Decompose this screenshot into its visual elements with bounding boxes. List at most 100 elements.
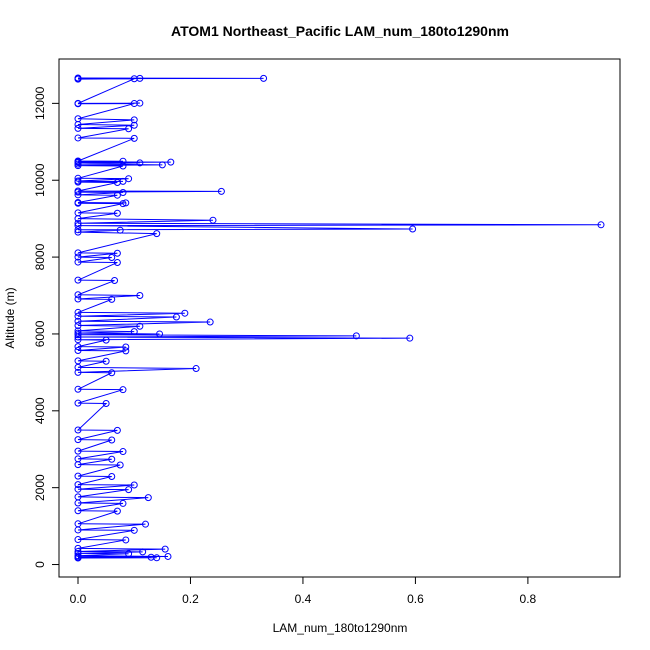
data-point	[130, 121, 138, 129]
data-point	[74, 124, 82, 132]
data-point	[130, 100, 138, 108]
data-point	[406, 334, 414, 342]
chart-title: ATOM1 Northeast_Pacific LAM_num_180to129…	[171, 23, 509, 39]
data-point	[113, 179, 121, 187]
data-point	[161, 545, 169, 553]
x-tick-label: 0.2	[182, 592, 199, 606]
data-point	[74, 357, 82, 365]
data-point	[153, 230, 161, 238]
data-point	[116, 461, 124, 469]
data-point	[130, 75, 138, 83]
data-point	[122, 199, 130, 207]
data-point	[74, 336, 82, 344]
data-series	[74, 74, 605, 562]
data-point	[352, 332, 360, 340]
data-point	[122, 347, 130, 355]
data-point	[172, 313, 180, 321]
x-tick-label: 0.8	[520, 592, 537, 606]
data-point	[192, 365, 200, 373]
data-point	[108, 436, 116, 444]
x-tick-label: 0.6	[407, 592, 424, 606]
data-point	[130, 481, 138, 489]
data-point	[125, 175, 133, 183]
data-point	[74, 162, 82, 170]
data-point	[74, 436, 82, 444]
data-point	[74, 554, 82, 562]
data-point	[74, 363, 82, 371]
data-point	[141, 520, 149, 528]
data-point	[111, 277, 119, 285]
data-point	[108, 295, 116, 303]
data-point	[74, 333, 82, 341]
data-point	[74, 291, 82, 299]
y-tick-label: 4000	[33, 397, 47, 424]
data-point	[74, 507, 82, 515]
y-tick-label: 0	[33, 561, 47, 568]
data-point	[119, 157, 127, 165]
data-point	[74, 295, 82, 303]
data-point	[119, 189, 127, 197]
data-point	[74, 258, 82, 266]
data-point	[136, 292, 144, 300]
data-point	[74, 544, 82, 552]
data-point	[74, 215, 82, 223]
y-tick-label: 8000	[33, 243, 47, 270]
data-point	[74, 178, 82, 186]
data-point	[74, 199, 82, 207]
y-axis-label: Altitude (m)	[3, 287, 17, 348]
data-point	[74, 226, 82, 234]
data-point	[113, 507, 121, 515]
data-point	[125, 125, 133, 133]
data-point	[130, 116, 138, 124]
data-point	[136, 159, 144, 167]
data-point	[113, 191, 121, 199]
x-axis: 0.0 0.2 0.4 0.6 0.8	[70, 576, 537, 606]
data-point	[113, 258, 121, 266]
data-point	[74, 368, 82, 376]
series-line	[76, 77, 602, 559]
y-tick-label: 10000	[33, 163, 47, 197]
y-tick-label: 12000	[33, 86, 47, 120]
data-point	[74, 308, 82, 316]
data-point	[122, 343, 130, 351]
data-point	[125, 486, 133, 494]
y-tick-label: 2000	[33, 474, 47, 501]
data-point	[164, 552, 172, 560]
data-point	[217, 187, 225, 195]
data-point	[74, 174, 82, 182]
data-point	[74, 526, 82, 534]
data-point	[119, 448, 127, 456]
data-point	[74, 536, 82, 544]
x-tick-label: 0.4	[295, 592, 312, 606]
data-point	[74, 321, 82, 329]
data-point	[108, 455, 116, 463]
data-point	[74, 222, 82, 230]
data-point	[181, 309, 189, 317]
x-axis-label: LAM_num_180to1290nm	[273, 621, 408, 635]
data-point	[260, 74, 268, 82]
data-point	[119, 162, 127, 170]
data-point	[409, 225, 417, 233]
data-point	[130, 134, 138, 142]
data-point	[74, 100, 82, 108]
data-point	[119, 200, 127, 208]
data-point	[167, 158, 175, 166]
data-point	[125, 550, 133, 558]
data-point	[74, 312, 82, 320]
data-point	[108, 473, 116, 481]
data-point	[113, 209, 121, 217]
data-point	[74, 75, 82, 83]
data-point	[108, 369, 116, 377]
data-point	[102, 400, 110, 408]
data-point	[130, 526, 138, 534]
y-tick-label: 6000	[33, 320, 47, 347]
data-point	[74, 253, 82, 261]
x-tick-label: 0.0	[70, 592, 87, 606]
data-point	[116, 226, 124, 234]
data-point	[74, 472, 82, 480]
data-point	[139, 548, 147, 556]
data-point	[156, 330, 164, 338]
data-point	[74, 188, 82, 196]
data-point	[74, 499, 82, 507]
